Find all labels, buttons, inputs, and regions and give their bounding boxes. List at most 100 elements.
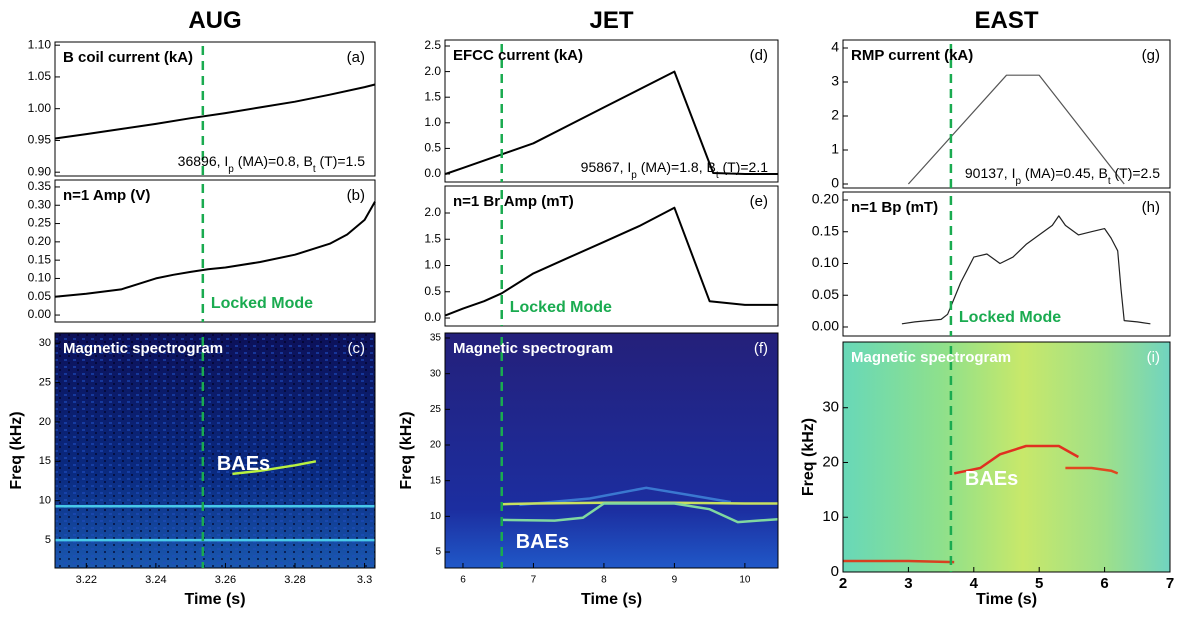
x-axis-title: Time (s) [184, 591, 245, 608]
y-tick-label: 0.20 [28, 234, 52, 248]
mode-trace [1065, 466, 1119, 475]
panel-label: n=1 Bp (mT) [851, 199, 938, 216]
plot-frame [444, 332, 779, 569]
y-tick-label: 0.05 [812, 286, 839, 302]
bae-label: BAEs [217, 453, 270, 475]
x-tick-label: 3.28 [284, 574, 305, 586]
x-tick-label: 8 [601, 575, 607, 586]
panel-id: (g) [1142, 47, 1160, 64]
mode-trace [953, 444, 1080, 475]
y-tick-label: 5 [45, 534, 51, 546]
y-tick-label: 10 [39, 495, 51, 507]
plot-area [843, 192, 1170, 336]
y-tick-label: 3 [831, 73, 839, 89]
plot-area [55, 42, 375, 176]
shot-info: 90137, Ip (MA)=0.45, Bt (T)=2.5 [965, 165, 1160, 187]
mode-trace [232, 460, 317, 476]
shot-info-part: (T)=2.1 [719, 159, 769, 175]
plot-frame [54, 332, 376, 569]
locked-mode-label: Locked Mode [510, 299, 612, 316]
plot-frame [54, 179, 376, 323]
mode-trace [501, 502, 779, 524]
panel-id: (f) [754, 340, 768, 357]
column-title: AUG [188, 7, 241, 34]
y-tick-label: 30 [430, 368, 442, 379]
x-tick-label: 10 [739, 575, 751, 586]
y-tick-label: 2.0 [424, 64, 441, 78]
y-tick-label: 0.5 [424, 141, 441, 155]
y-tick-label: 0.5 [424, 284, 441, 298]
y-tick-label: 1.10 [28, 37, 52, 51]
y-tick-label: 0.95 [28, 133, 52, 147]
y-tick-label: 0.15 [812, 222, 839, 238]
shot-info-part: t [1108, 176, 1111, 187]
x-axis-title: Time (s) [581, 591, 642, 608]
shot-info-part: 36896, I [178, 153, 229, 169]
y-tick-label: 15 [39, 455, 51, 467]
x-tick-label: 3.22 [76, 574, 97, 586]
y-tick-label: 1 [831, 141, 839, 157]
spectrogram [843, 342, 1170, 572]
y-tick-label: 1.5 [424, 89, 441, 103]
plot-frame [842, 341, 1171, 573]
y-tick-label: 1.0 [424, 258, 441, 272]
mode-trace [843, 559, 955, 564]
data-line [54, 83, 376, 140]
plot-frame [842, 191, 1171, 337]
column-title: EAST [974, 7, 1038, 34]
x-tick-label: 4 [970, 575, 979, 592]
shot-info-part: t [313, 164, 316, 175]
shot-info-part: (MA)=0.8, B [234, 153, 313, 169]
shot-info-part: 95867, I [581, 159, 632, 175]
y-tick-label: 4 [831, 39, 839, 55]
y-tick-label: 0 [831, 563, 839, 580]
bae-label: BAEs [965, 468, 1018, 490]
shot-info-part: (MA)=1.8, B [637, 159, 716, 175]
shot-info-part: t [716, 170, 719, 181]
spectrogram [445, 333, 778, 568]
plot-area [843, 40, 1170, 188]
x-tick-label: 9 [672, 575, 678, 586]
y-tick-label: 0 [831, 175, 839, 191]
shot-info-part: (T)=2.5 [1111, 165, 1161, 181]
shot-info-part: p [228, 164, 234, 175]
y-tick-label: 35 [430, 333, 442, 344]
locked-mode-label: Locked Mode [211, 295, 313, 312]
y-tick-label: 2 [831, 107, 839, 123]
panel-label: n=1 Amp (V) [63, 187, 150, 204]
y-tick-label: 5 [435, 547, 441, 558]
x-tick-label: 6 [1100, 575, 1108, 592]
data-line [54, 201, 376, 298]
y-tick-label: 0.25 [28, 216, 52, 230]
shot-info-part: p [631, 170, 637, 181]
y-tick-label: 0.20 [812, 191, 839, 207]
y-tick-label: 0.10 [28, 271, 52, 285]
plot-frame [444, 39, 779, 183]
y-tick-label: 2.0 [424, 205, 441, 219]
spectrogram-texture [55, 333, 375, 568]
panel-id: (i) [1147, 349, 1160, 366]
x-tick-label: 3.3 [357, 574, 372, 586]
y-tick-label: 0.0 [424, 166, 441, 180]
x-tick-label: 3.26 [215, 574, 236, 586]
y-tick-label: 30 [822, 399, 839, 416]
x-tick-label: 3.24 [145, 574, 166, 586]
data-line [901, 215, 1151, 325]
y-tick-label: 0.00 [28, 307, 52, 321]
panel-label: EFCC current (kA) [453, 47, 583, 64]
y-tick-label: 1.5 [424, 231, 441, 245]
x-tick-label: 6 [460, 575, 466, 586]
shot-info-part: 90137, I [965, 165, 1016, 181]
panel-id: (e) [750, 193, 768, 210]
spectrogram-heading: Magnetic spectrogram [63, 340, 223, 357]
panel-label: RMP current (kA) [851, 47, 973, 64]
shot-info-part: (T)=1.5 [316, 153, 366, 169]
panel-id: (c) [348, 340, 366, 357]
panel-label: n=1 Br Amp (mT) [453, 193, 574, 210]
plot-frame [842, 39, 1171, 189]
x-tick-label: 3 [904, 575, 912, 592]
panel-id: (d) [750, 47, 768, 64]
y-tick-label: 25 [39, 377, 51, 389]
spectrogram-heading: Magnetic spectrogram [453, 340, 613, 357]
